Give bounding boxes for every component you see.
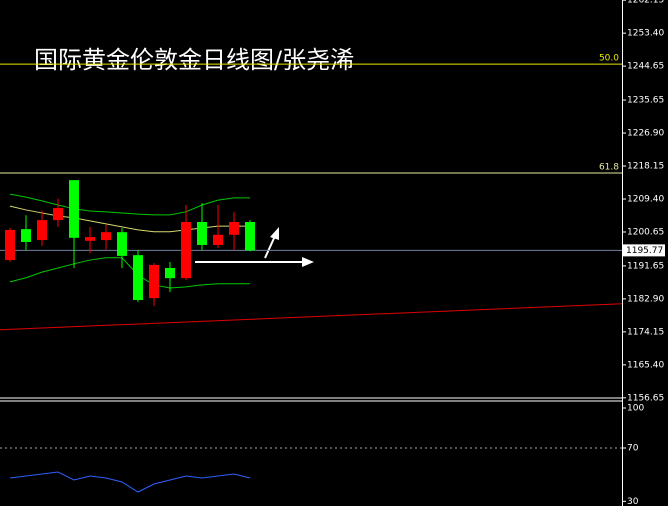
y-tick-label: 30 <box>627 497 639 506</box>
candle-body <box>133 255 143 301</box>
candle-body <box>117 232 127 256</box>
y-tick-label: 1209.40 <box>627 195 664 205</box>
y-tick-label: 1156.65 <box>627 393 664 403</box>
indicator-line <box>9 193 250 216</box>
y-tick-label: 100 <box>627 404 644 414</box>
y-tick-label: 1200.65 <box>627 227 664 237</box>
candle-body <box>229 221 239 235</box>
chart-title: 国际黄金伦敦金日线图/张尧浠 <box>34 46 354 74</box>
last-price-box <box>623 244 665 257</box>
trendline <box>0 303 623 331</box>
candle-body <box>165 267 175 279</box>
arrow <box>195 257 314 267</box>
y-tick-label: 1235.65 <box>627 96 664 106</box>
candle-body <box>181 221 191 279</box>
fib-label: 61.8 <box>599 162 619 172</box>
y-tick-label: 1253.40 <box>627 29 664 39</box>
y-tick-label: 1191.65 <box>627 261 664 271</box>
oscillator-line <box>9 471 251 493</box>
y-tick-label: 1174.15 <box>627 327 664 337</box>
candle-body <box>37 220 47 241</box>
candle-body <box>197 221 207 245</box>
y-tick-label: 1218.15 <box>627 162 664 172</box>
y-tick-label: 1182.90 <box>627 294 664 304</box>
candle-body <box>245 221 255 251</box>
indicator-line <box>9 205 250 233</box>
candle-body <box>85 237 95 241</box>
fib-label: 50.0 <box>599 54 619 64</box>
y-tick-label: 1165.40 <box>627 360 664 370</box>
candle-body <box>69 180 79 238</box>
arrow <box>264 227 279 259</box>
candle-body <box>5 229 15 261</box>
candle-body <box>21 229 31 242</box>
candle-body <box>213 234 223 245</box>
y-tick-label: 70 <box>627 444 639 454</box>
y-tick-label: 1226.90 <box>627 129 664 139</box>
y-tick-label: 1244.65 <box>627 62 664 72</box>
candle-body <box>149 264 159 299</box>
candle-body <box>101 232 111 241</box>
candle-body <box>53 208 63 221</box>
last-price-label: 1195.77 <box>626 246 663 256</box>
indicator-line <box>9 257 250 289</box>
y-tick-label: 1262.15 <box>627 0 664 6</box>
